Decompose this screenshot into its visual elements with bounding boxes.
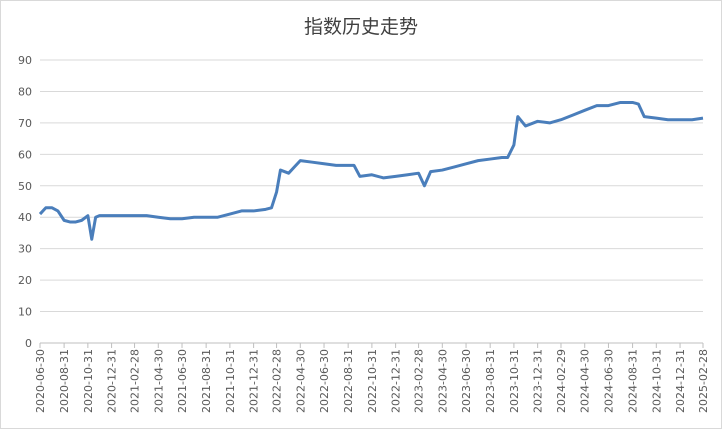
x-tick-label: 2020-12-31: [106, 349, 119, 413]
x-tick-label: 2021-06-30: [176, 349, 189, 413]
x-tick-label: 2024-10-31: [650, 349, 663, 413]
x-tick-label: 2021-12-31: [248, 349, 261, 413]
x-tick-label: 2023-04-30: [436, 349, 449, 413]
x-tick-label: 2024-04-30: [579, 349, 592, 413]
x-tick-label: 2024-08-31: [627, 349, 640, 413]
x-tick-label: 2021-04-30: [152, 349, 165, 413]
x-tick-label: 2025-02-28: [697, 349, 710, 413]
x-tick-label: 2024-06-30: [602, 349, 615, 413]
x-tick-label: 2020-08-31: [58, 349, 71, 413]
x-tick-label: 2023-02-28: [413, 349, 426, 413]
x-tick-label: 2022-12-31: [390, 349, 403, 413]
x-tick-label: 2020-10-31: [82, 349, 95, 413]
x-tick-label: 2021-08-31: [200, 349, 213, 413]
x-tick-label: 2023-12-31: [532, 349, 545, 413]
y-tick-label: 80: [18, 85, 32, 98]
x-tick-label: 2022-08-31: [342, 349, 355, 413]
y-tick-label: 0: [25, 337, 32, 350]
y-tick-label: 90: [18, 54, 32, 67]
x-tick-label: 2021-02-28: [129, 349, 142, 413]
y-tick-label: 20: [18, 274, 32, 287]
x-tick-label: 2023-08-31: [484, 349, 497, 413]
y-tick-label: 30: [18, 243, 32, 256]
x-tick-label: 2023-06-30: [460, 349, 473, 413]
x-tick-label: 2022-04-30: [294, 349, 307, 413]
y-tick-label: 10: [18, 306, 32, 319]
x-tick-label: 2024-12-31: [674, 349, 687, 413]
y-tick-label: 50: [18, 180, 32, 193]
data-line: [38, 100, 704, 241]
x-tick-label: 2020-06-30: [34, 349, 47, 413]
y-tick-label: 40: [18, 211, 32, 224]
x-tick-label: 2021-10-31: [224, 349, 237, 413]
x-tick-label: 2022-10-31: [366, 349, 379, 413]
x-tick-label: 2022-06-30: [318, 349, 331, 413]
y-tick-label: 70: [18, 117, 32, 130]
chart-title: 指数历史走势: [304, 16, 418, 38]
x-tick-label: 2024-02-29: [555, 349, 568, 413]
x-tick-label: 2022-02-28: [271, 349, 284, 413]
x-tick-label: 2023-10-31: [508, 349, 521, 413]
y-tick-label: 60: [18, 148, 32, 161]
